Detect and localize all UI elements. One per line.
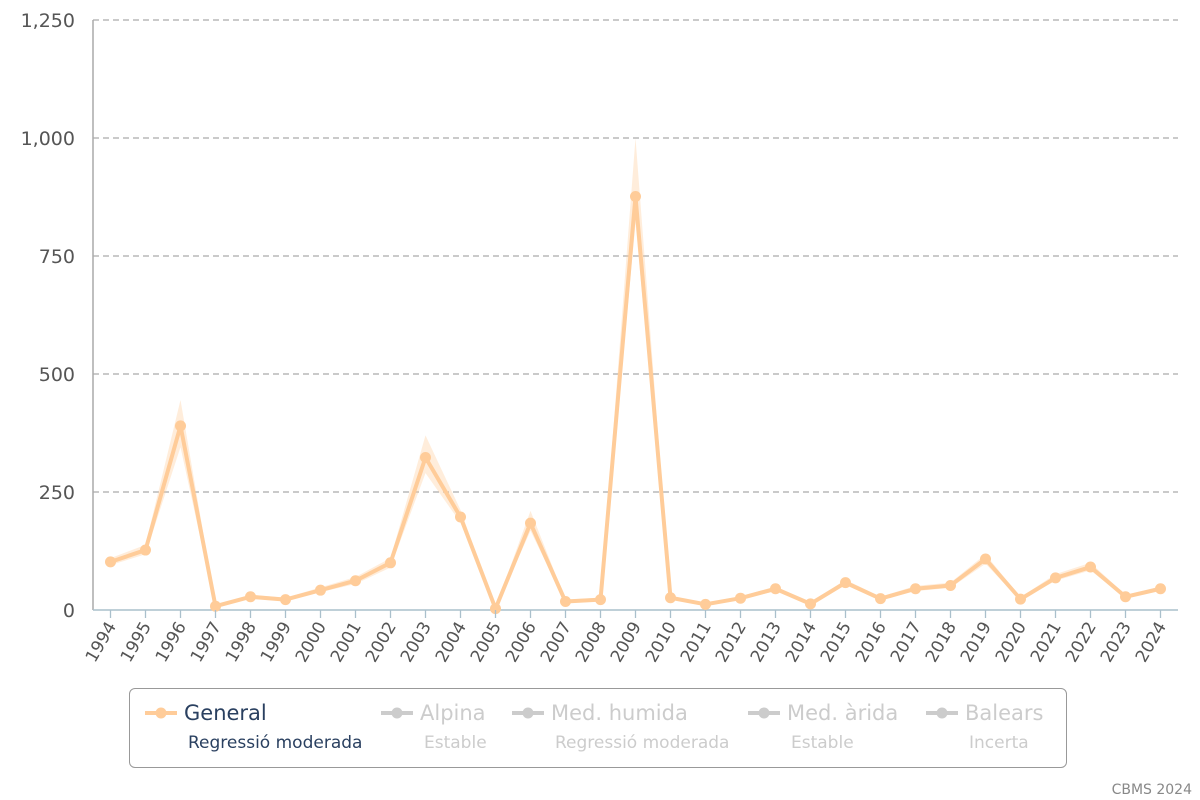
x-tick-label: 2022	[1062, 619, 1101, 666]
data-point[interactable]	[560, 596, 571, 608]
y-tick-label: 0	[63, 600, 75, 622]
credit-text: CBMS 2024	[1111, 782, 1192, 798]
x-tick-label: 2011	[677, 619, 716, 666]
legend-label-alpina: Alpina	[420, 701, 486, 725]
legend-item-med-arida[interactable]: Med. àrida Estable	[747, 701, 898, 753]
data-point[interactable]	[525, 517, 536, 529]
x-tick-label: 2019	[957, 619, 996, 666]
x-tick-label: 2023	[1097, 619, 1136, 666]
axes	[92, 20, 1178, 611]
data-point[interactable]	[105, 556, 116, 568]
legend-label-med-humida: Med. humida	[551, 701, 688, 725]
data-point[interactable]	[140, 544, 151, 556]
legend-item-general[interactable]: General Regressió moderada	[144, 701, 362, 753]
legend: General Regressió moderada Alpina Establ…	[129, 688, 1067, 768]
x-tick-label: 1995	[117, 619, 156, 666]
y-tick-label: 1,250	[21, 10, 75, 32]
x-tick-label: 2024	[1132, 619, 1171, 666]
data-point[interactable]	[245, 591, 256, 603]
data-point[interactable]	[1120, 591, 1131, 603]
x-tick-label: 2021	[1027, 619, 1066, 666]
data-point[interactable]	[875, 593, 886, 605]
data-point[interactable]	[350, 575, 361, 587]
x-tick-label: 2000	[292, 619, 331, 666]
x-axis-ticks: 1994199519961997199819992000200120022003…	[82, 610, 1171, 666]
legend-trend-balears: Incerta	[969, 733, 1029, 753]
data-point[interactable]	[385, 557, 396, 569]
x-tick-label: 2002	[362, 619, 401, 666]
y-tick-label: 1,000	[21, 128, 75, 150]
x-tick-label: 2004	[432, 619, 471, 666]
x-tick-label: 1998	[222, 619, 261, 666]
data-point[interactable]	[840, 577, 851, 589]
x-tick-label: 2006	[502, 619, 541, 666]
legend-label-general: General	[184, 701, 267, 725]
data-point[interactable]	[595, 594, 606, 606]
data-points	[105, 191, 1166, 615]
data-point[interactable]	[980, 553, 991, 565]
data-point[interactable]	[1155, 583, 1166, 595]
data-point[interactable]	[770, 583, 781, 595]
data-point[interactable]	[210, 600, 221, 612]
legend-item-alpina[interactable]: Alpina Estable	[380, 701, 487, 753]
data-point[interactable]	[630, 191, 641, 203]
data-point[interactable]	[665, 592, 676, 604]
x-tick-label: 2008	[572, 619, 611, 666]
x-tick-label: 1999	[257, 619, 296, 666]
legend-trend-med-humida: Regressió moderada	[555, 733, 730, 753]
data-point[interactable]	[1015, 593, 1026, 605]
gridlines	[93, 19, 1178, 493]
data-point[interactable]	[175, 420, 186, 432]
x-tick-label: 2013	[747, 619, 786, 666]
legend-marker-balears	[926, 707, 958, 719]
legend-trend-alpina: Estable	[424, 733, 487, 753]
x-tick-label: 2018	[922, 619, 961, 666]
series-lines	[109, 194, 1161, 611]
x-tick-label: 2015	[817, 619, 856, 666]
x-tick-label: 1994	[82, 619, 121, 666]
y-axis-ticks: 0 250 500 750 1,000 1,250	[21, 10, 75, 622]
legend-marker-med-arida	[748, 707, 780, 719]
data-point[interactable]	[1085, 561, 1096, 573]
data-point[interactable]	[490, 603, 501, 615]
x-tick-label: 2012	[712, 619, 751, 666]
data-point[interactable]	[280, 594, 291, 606]
legend-marker-alpina	[381, 707, 413, 719]
x-tick-label: 2001	[327, 619, 366, 666]
legend-marker-general	[145, 707, 177, 719]
data-point[interactable]	[455, 511, 466, 523]
data-point[interactable]	[910, 583, 921, 595]
series-line-general	[109, 194, 1161, 611]
x-tick-label: 2003	[397, 619, 436, 666]
x-tick-label: 2007	[537, 619, 576, 666]
legend-marker-med-humida	[512, 707, 544, 719]
legend-label-med-arida: Med. àrida	[787, 701, 899, 725]
x-tick-label: 1996	[152, 619, 191, 666]
x-tick-label: 2016	[852, 619, 891, 666]
x-tick-label: 2020	[992, 619, 1031, 666]
legend-trend-general: Regressió moderada	[188, 733, 363, 753]
data-point[interactable]	[735, 592, 746, 604]
x-tick-label: 2005	[467, 619, 506, 666]
data-point[interactable]	[420, 452, 431, 464]
y-tick-label: 750	[39, 246, 75, 268]
x-tick-label: 2014	[782, 619, 821, 666]
legend-item-med-humida[interactable]: Med. humida Regressió moderada	[511, 701, 729, 753]
data-point[interactable]	[1050, 572, 1061, 584]
data-point[interactable]	[315, 584, 326, 596]
y-tick-label: 500	[39, 364, 75, 386]
x-tick-label: 1997	[187, 619, 226, 666]
data-point[interactable]	[700, 598, 711, 610]
y-tick-label: 250	[39, 482, 75, 504]
data-point[interactable]	[945, 579, 956, 591]
legend-trend-med-arida: Estable	[791, 733, 854, 753]
x-tick-label: 2017	[887, 619, 926, 666]
legend-item-balears[interactable]: Balears Incerta	[925, 701, 1043, 753]
x-tick-label: 2010	[642, 619, 681, 666]
data-point[interactable]	[805, 598, 816, 610]
x-tick-label: 2009	[607, 619, 646, 666]
legend-label-balears: Balears	[965, 701, 1044, 725]
